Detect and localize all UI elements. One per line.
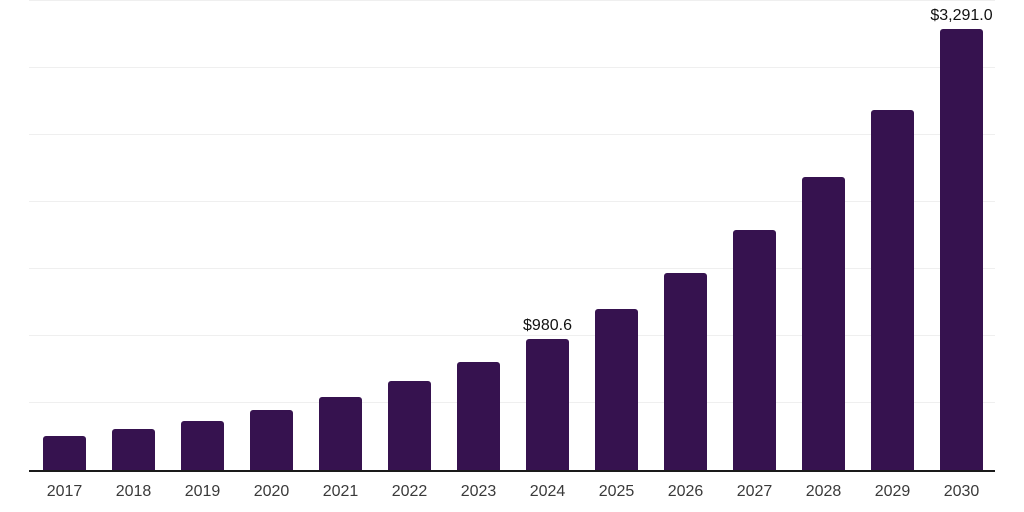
- gridline-1000: [29, 335, 995, 336]
- bar-2020: [250, 410, 293, 470]
- x-tick-2024: 2024: [529, 483, 566, 500]
- x-tick-2019: 2019: [184, 483, 221, 500]
- data-label-2030: $3,291.0: [930, 7, 993, 24]
- bar-2028: [802, 176, 845, 470]
- x-tick-2021: 2021: [322, 483, 359, 500]
- x-tick-2022: 2022: [391, 483, 428, 500]
- bar-2021: [319, 397, 362, 470]
- x-tick-2029: 2029: [874, 483, 911, 500]
- bar-2022: [388, 381, 431, 470]
- bar-2019: [181, 421, 224, 470]
- data-label-2024: $980.6: [523, 316, 572, 334]
- x-tick-2028: 2028: [805, 483, 842, 500]
- gridline-3000: [29, 67, 995, 68]
- bar-2017: [43, 436, 86, 470]
- plot-area: $980.6 $3,291.0: [29, 0, 995, 472]
- bar-2023: [457, 362, 500, 470]
- gridline-2500: [29, 134, 995, 135]
- x-tick-2030: 2030: [943, 483, 980, 500]
- x-tick-2023: 2023: [460, 483, 497, 500]
- x-tick-2018: 2018: [115, 483, 152, 500]
- x-tick-2017: 2017: [46, 483, 83, 500]
- bar-2018: [112, 429, 155, 470]
- x-tick-2027: 2027: [736, 483, 773, 500]
- gridline-500: [29, 402, 995, 403]
- bar-2029: [871, 109, 914, 470]
- bar-2030: [940, 29, 983, 470]
- bar-2026: [664, 273, 707, 470]
- gridline-1500: [29, 268, 995, 269]
- gridline-3500: [29, 0, 995, 1]
- x-tick-2026: 2026: [667, 483, 704, 500]
- bar-2027: [733, 230, 776, 470]
- bar-2024: [526, 338, 569, 470]
- x-tick-2020: 2020: [253, 483, 290, 500]
- x-tick-2025: 2025: [598, 483, 635, 500]
- bar-2025: [595, 309, 638, 470]
- gridline-2000: [29, 201, 995, 202]
